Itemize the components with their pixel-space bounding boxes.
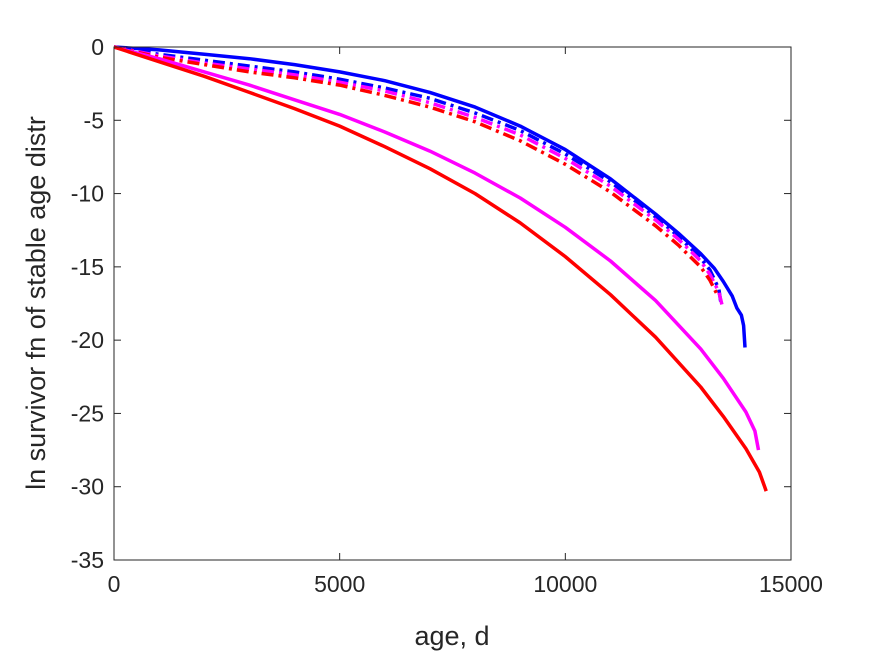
- y-axis-label: ln survivor fn of stable age distr: [21, 116, 51, 490]
- x-tick-label: 15000: [759, 571, 823, 597]
- y-tick-label: -15: [71, 254, 104, 280]
- x-tick-label: 10000: [533, 571, 597, 597]
- tick-layer: 0 5000 10000 15000 0 -5 -10 -15 -20 -25 -30 -35: [71, 34, 823, 597]
- y-tick-label: -5: [84, 107, 104, 133]
- series-line-1: [113, 45, 747, 348]
- y-tick-label: -10: [71, 181, 104, 207]
- x-tick-label: 5000: [314, 571, 365, 597]
- y-tick-label: -25: [71, 400, 104, 426]
- y-tick-label: -35: [71, 547, 104, 573]
- series-layer: [113, 45, 768, 492]
- plot-box: [113, 46, 792, 561]
- series-line-6: [113, 45, 768, 492]
- y-tick-label: -30: [71, 474, 104, 500]
- plot-background: [114, 47, 791, 560]
- series-line-3: [113, 45, 725, 307]
- y-tick-label: -20: [71, 327, 104, 353]
- series-line-2: [113, 45, 723, 304]
- series-line-4: [113, 45, 719, 294]
- series-line-5: [113, 45, 761, 451]
- y-tick-label: 0: [91, 34, 104, 60]
- x-axis-label: age, d: [414, 621, 489, 651]
- x-tick-label: 0: [108, 571, 121, 597]
